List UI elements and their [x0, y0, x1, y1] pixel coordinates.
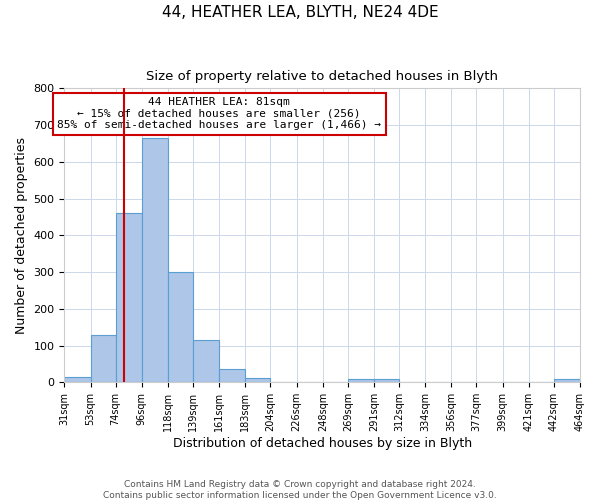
Bar: [348, 378, 374, 382]
Bar: [554, 378, 580, 382]
Bar: [64, 377, 91, 382]
Y-axis label: Number of detached properties: Number of detached properties: [15, 137, 28, 334]
Bar: [219, 370, 245, 382]
Text: 44, HEATHER LEA, BLYTH, NE24 4DE: 44, HEATHER LEA, BLYTH, NE24 4DE: [161, 5, 439, 20]
Bar: [374, 380, 399, 382]
Bar: [193, 340, 219, 382]
Text: 44 HEATHER LEA: 81sqm
← 15% of detached houses are smaller (256)
85% of semi-det: 44 HEATHER LEA: 81sqm ← 15% of detached …: [57, 97, 381, 130]
Title: Size of property relative to detached houses in Blyth: Size of property relative to detached ho…: [146, 70, 498, 83]
Bar: [91, 336, 116, 382]
X-axis label: Distribution of detached houses by size in Blyth: Distribution of detached houses by size …: [173, 437, 472, 450]
Text: Contains HM Land Registry data © Crown copyright and database right 2024.
Contai: Contains HM Land Registry data © Crown c…: [103, 480, 497, 500]
Bar: [116, 214, 142, 382]
Bar: [245, 378, 271, 382]
Bar: [142, 138, 168, 382]
Bar: [168, 272, 193, 382]
